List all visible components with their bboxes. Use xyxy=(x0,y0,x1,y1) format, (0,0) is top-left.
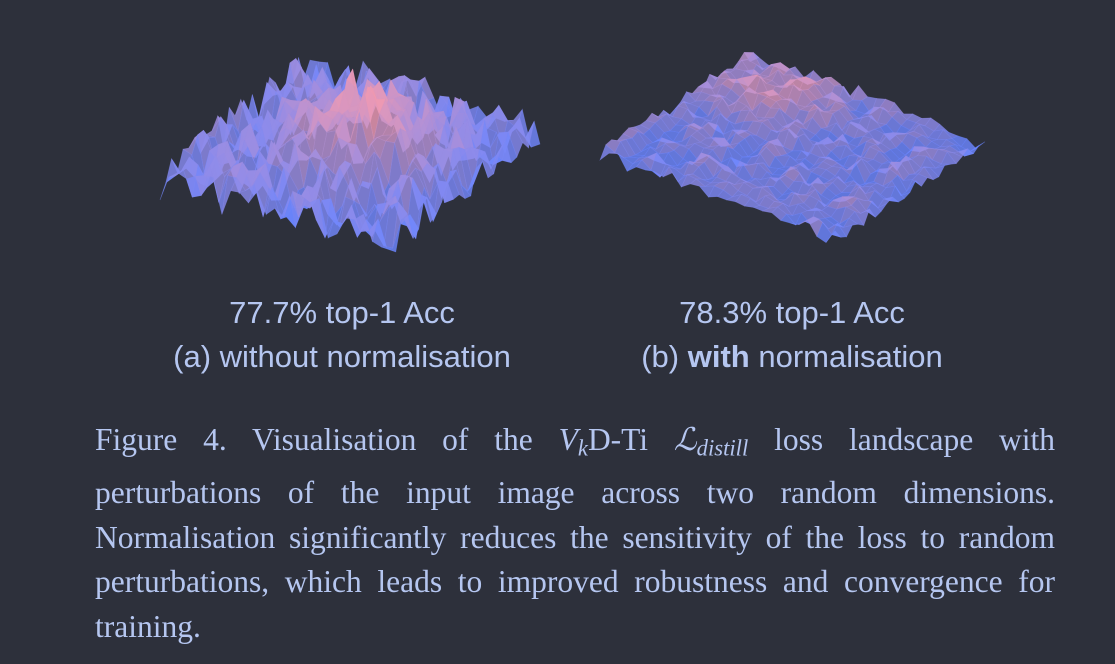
surface-facet xyxy=(825,230,842,243)
caption-model: D-Ti xyxy=(587,422,649,457)
surface-facet xyxy=(381,246,396,253)
subfigure-label-b-open: (b) xyxy=(641,339,680,374)
subfigure-caption-b: 78.3% top-1 Acc (b) with normalisation xyxy=(572,291,1012,379)
caption-loss-sub: distill xyxy=(696,435,749,461)
caption-lead: Figure 4. Visualisation of the xyxy=(95,422,533,457)
subfigure-label-b-bold: with xyxy=(687,339,750,374)
surface-mesh xyxy=(599,51,986,244)
accuracy-label-a: 77.7% top-1 Acc xyxy=(229,295,455,330)
subfigure-caption-a: 77.7% top-1 Acc (a) without normalisatio… xyxy=(122,291,562,379)
accuracy-label-b: 78.3% top-1 Acc xyxy=(679,295,905,330)
loss-landscape-plot-with-normalisation xyxy=(590,35,990,265)
caption-v-sub: k xyxy=(577,435,588,461)
surface-mesh xyxy=(159,57,541,253)
caption-loss-symbol: ℒ xyxy=(673,422,697,458)
subfigure-label-a: (a) without normalisation xyxy=(173,339,511,374)
loss-landscape-plot-without-normalisation xyxy=(150,25,550,290)
caption-rest: loss landscape with perturbations of the… xyxy=(95,422,1056,644)
figure-caption: Figure 4. Visualisation of the VkD-Ti ℒd… xyxy=(95,418,1055,649)
caption-v: V xyxy=(558,422,578,457)
loss-surface-a xyxy=(159,57,541,253)
loss-surface-b xyxy=(599,51,986,244)
subfigure-label-b-rest: normalisation xyxy=(758,339,943,374)
subfigure-label-b: (b) with normalisation xyxy=(572,335,1012,379)
